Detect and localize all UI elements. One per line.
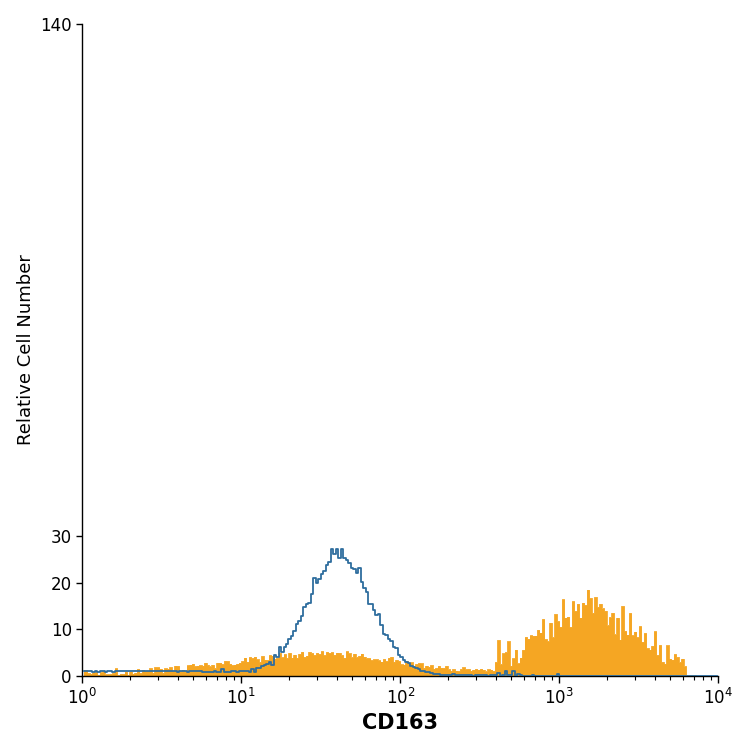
X-axis label: CD163: CD163 — [362, 713, 438, 734]
Y-axis label: Relative Cell Number: Relative Cell Number — [16, 254, 34, 446]
